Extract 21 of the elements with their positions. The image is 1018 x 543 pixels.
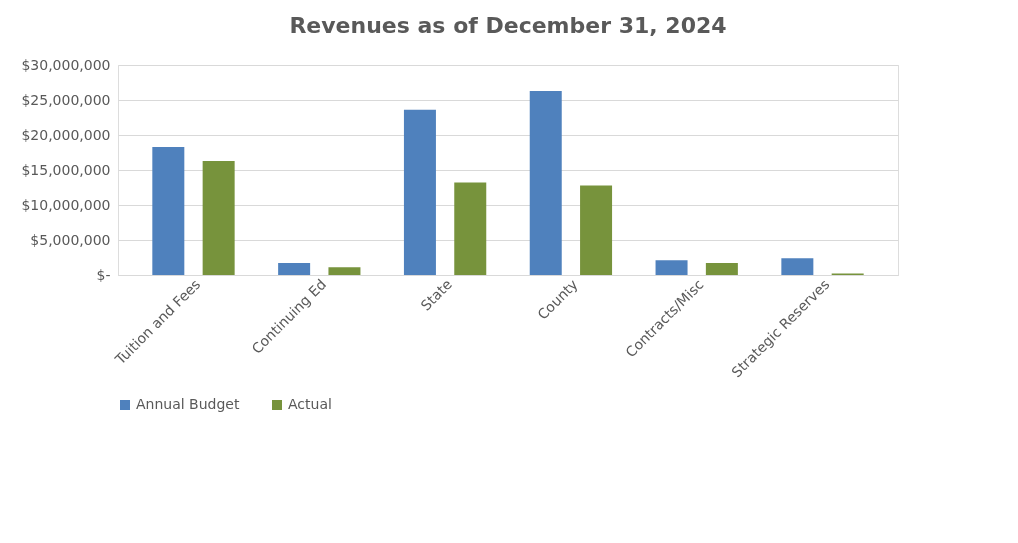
bar [580, 185, 613, 275]
legend-label: Annual Budget [136, 396, 240, 412]
y-tick-label: $25,000,000 [21, 91, 111, 108]
bar [655, 260, 688, 275]
y-tick-label: $15,000,000 [21, 161, 111, 178]
y-tick-label: $- [96, 266, 111, 283]
bar [278, 263, 311, 275]
y-tick-label: $30,000,000 [21, 56, 111, 73]
bar [202, 160, 235, 275]
bar [454, 182, 487, 275]
bar [781, 258, 814, 275]
y-tick-label: $20,000,000 [21, 126, 111, 143]
bar [705, 263, 738, 275]
bar [328, 267, 361, 275]
bar [152, 146, 185, 275]
y-tick-label: $5,000,000 [30, 231, 111, 248]
legend-label: Actual [288, 396, 332, 412]
y-tick-label: $10,000,000 [21, 196, 111, 213]
bar [403, 109, 436, 275]
bar [529, 90, 562, 275]
chart-title: Revenues as of December 31, 2024 [289, 13, 727, 38]
